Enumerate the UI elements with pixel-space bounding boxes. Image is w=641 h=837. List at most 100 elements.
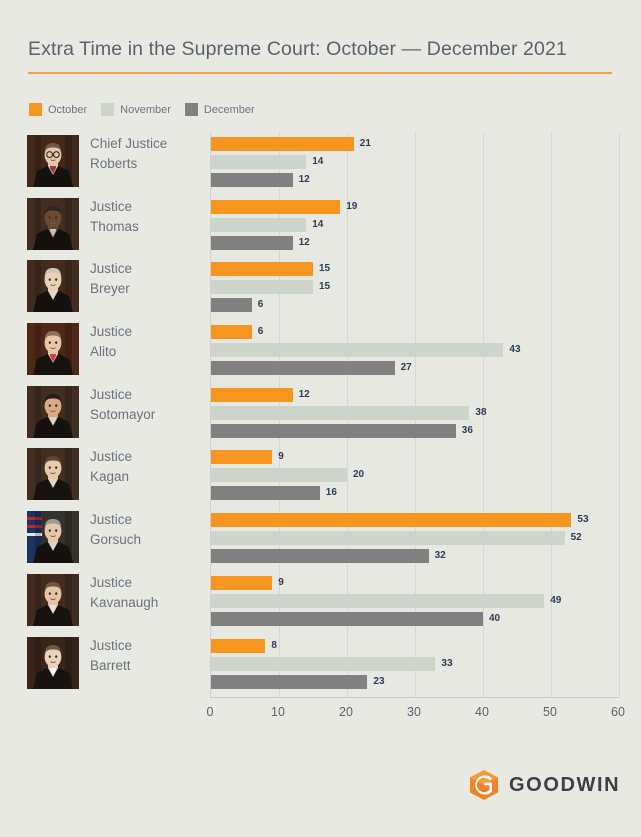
bar-value-label: 33	[441, 657, 453, 669]
bar-value-label: 12	[298, 174, 310, 185]
chart-row: Justice Alito 6 43 27	[0, 321, 641, 384]
justice-name-label: Justice Thomas	[90, 197, 208, 237]
bar-value-label: 15	[319, 281, 331, 293]
justice-name-line: Justice	[90, 386, 133, 402]
justice-name-label: Justice Kagan	[90, 447, 208, 487]
justice-portrait-avatar	[27, 573, 79, 626]
justice-name-line: Thomas	[90, 218, 139, 234]
bar-october[interactable]	[211, 575, 273, 590]
x-axis-line	[210, 697, 619, 698]
legend-label: November	[120, 103, 171, 116]
legend-swatch-icon	[101, 103, 115, 116]
justice-portrait-avatar	[27, 323, 79, 376]
legend-item-november[interactable]: November	[101, 103, 171, 116]
justice-name-line: Justice	[90, 574, 133, 590]
bar-december[interactable]	[211, 486, 320, 501]
justice-name-line: Chief Justice	[90, 136, 168, 151]
bar-november[interactable]	[211, 405, 470, 420]
legend-item-october[interactable]: October	[29, 103, 87, 116]
x-axis-tick-label: 30	[407, 705, 421, 719]
bar-value-label: 9	[278, 451, 284, 463]
justice-name-line: Alito	[90, 344, 117, 360]
bar-value-label: 6	[257, 326, 264, 338]
x-axis-tick-label: 50	[543, 705, 557, 719]
bar-december[interactable]	[211, 235, 293, 250]
x-axis-tick-label: 60	[611, 705, 625, 719]
legend-swatch-icon	[29, 103, 42, 116]
justice-portrait-avatar	[27, 260, 79, 313]
bar-december[interactable]	[211, 674, 368, 689]
bar-value-label: 9	[278, 576, 284, 588]
bar-october[interactable]	[211, 137, 354, 151]
justice-name-line: Barrett	[90, 657, 131, 673]
justice-portrait-avatar	[27, 448, 79, 501]
bar-december[interactable]	[211, 298, 252, 313]
bar-value-label: 23	[373, 675, 385, 687]
legend-item-december[interactable]: December	[184, 103, 255, 116]
bar-value-label: 32	[434, 550, 446, 562]
bar-october[interactable]	[211, 513, 572, 528]
chart-row: Justice Barrett 8 33 23	[0, 635, 641, 698]
bar-october[interactable]	[211, 387, 293, 402]
bar-value-label: 14	[312, 218, 324, 230]
bar-november[interactable]	[211, 531, 565, 546]
justice-name-line: Justice	[90, 261, 133, 277]
justice-name-label: Justice Gorsuch	[90, 510, 208, 550]
justice-name-label: Justice Alito	[90, 322, 208, 362]
gridline	[483, 133, 484, 697]
chart-row: Justice Thomas 19 14 12	[0, 196, 641, 259]
chart-row: Justice Kavanaugh 9 49 40	[0, 572, 641, 635]
bar-october[interactable]	[211, 638, 266, 653]
justice-portrait-avatar	[27, 135, 79, 187]
justice-name-line: Justice	[90, 198, 133, 214]
x-axis-tick-label: 20	[339, 705, 353, 719]
bar-november[interactable]	[211, 656, 436, 671]
chart-area: Chief Justice Roberts 21 14 12 Justice Thomas 1…	[0, 133, 641, 697]
bar-november[interactable]	[211, 343, 504, 358]
justice-name-label: Justice Barrett	[90, 636, 208, 676]
bar-value-label: 19	[346, 200, 358, 212]
bar-december[interactable]	[211, 423, 456, 438]
bar-november[interactable]	[211, 468, 347, 483]
legend-label: October	[48, 103, 88, 116]
bar-november[interactable]	[211, 217, 307, 232]
bar-october[interactable]	[211, 262, 313, 277]
x-axis-tick-label: 0	[206, 705, 214, 719]
chart-row: Chief Justice Roberts 21 14 12	[0, 133, 641, 196]
justice-name-label: Justice Sotomayor	[90, 385, 208, 425]
bar-october[interactable]	[211, 199, 341, 214]
bar-november[interactable]	[211, 155, 307, 169]
bar-december[interactable]	[211, 549, 429, 564]
gridline	[619, 133, 620, 697]
chart-row: Justice Breyer 15 15 6	[0, 258, 641, 321]
chart-row: Justice Sotomayor 12 38 36	[0, 384, 641, 447]
goodwin-logo: GOODWIN	[470, 770, 620, 800]
chart-rows: Chief Justice Roberts 21 14 12 Justice Thomas 1…	[0, 133, 641, 697]
justice-portrait-avatar	[27, 385, 79, 438]
bar-value-label: 15	[319, 263, 331, 275]
bar-value-label: 38	[475, 406, 487, 418]
page-title: Extra Time in the Supreme Court: October…	[28, 38, 567, 60]
bar-november[interactable]	[211, 280, 313, 295]
justice-portrait-avatar	[27, 197, 79, 250]
bar-november[interactable]	[211, 593, 545, 608]
bar-october[interactable]	[211, 450, 273, 465]
bar-value-label: 21	[359, 138, 371, 149]
gridline	[551, 133, 552, 697]
bar-value-label: 8	[271, 639, 277, 651]
bar-december[interactable]	[211, 611, 483, 626]
chart-row: Justice Gorsuch 53 52 32	[0, 509, 641, 572]
justice-name-line: Justice	[90, 324, 133, 340]
bar-december[interactable]	[211, 361, 395, 376]
bar-october[interactable]	[211, 325, 252, 340]
justice-portrait-avatar	[27, 511, 79, 564]
bar-december[interactable]	[211, 173, 293, 187]
justice-name-line: Justice	[90, 449, 133, 465]
bar-value-label: 27	[400, 362, 412, 374]
goodwin-wordmark: GOODWIN	[509, 773, 621, 796]
chart-row: Justice Kagan 9 20 16	[0, 446, 641, 509]
bar-value-label: 53	[577, 514, 589, 526]
justice-name-label: Chief Justice Roberts	[90, 134, 208, 174]
bar-value-label: 40	[489, 612, 501, 624]
